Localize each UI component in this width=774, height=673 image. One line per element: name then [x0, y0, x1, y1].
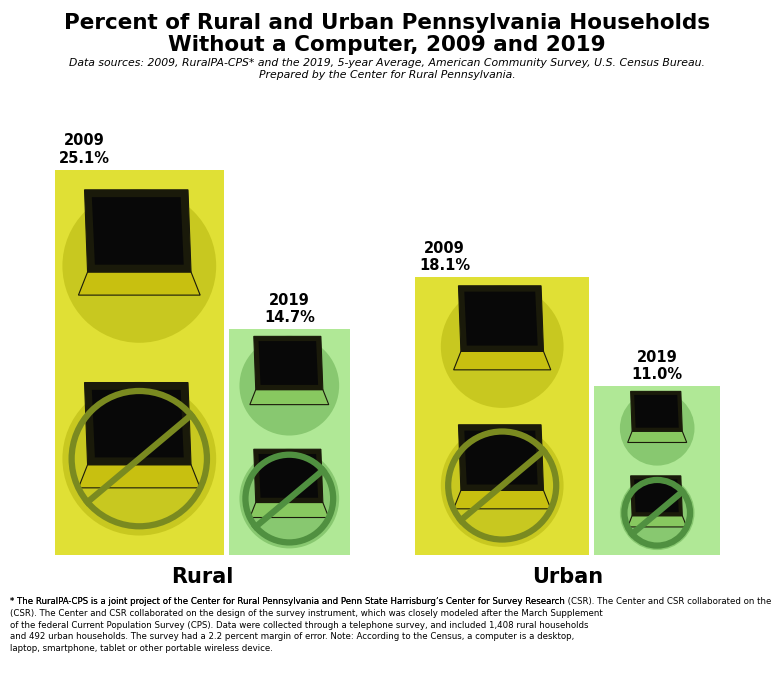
Polygon shape [464, 291, 538, 345]
Text: 2019
11.0%: 2019 11.0% [632, 350, 683, 382]
Polygon shape [634, 395, 679, 428]
Text: 2009
18.1%: 2009 18.1% [419, 241, 470, 273]
Text: Percent of Rural and Urban Pennsylvania Households: Percent of Rural and Urban Pennsylvania … [64, 13, 710, 33]
Text: 2009
25.1%: 2009 25.1% [59, 133, 110, 166]
Bar [415, 277, 589, 555]
Bar [594, 386, 720, 555]
Polygon shape [631, 392, 683, 431]
Circle shape [239, 336, 339, 435]
Polygon shape [628, 431, 687, 442]
Polygon shape [454, 351, 551, 370]
Text: Without a Computer, 2009 and 2019: Without a Computer, 2009 and 2019 [168, 35, 606, 55]
Polygon shape [84, 190, 191, 272]
Bar [228, 329, 350, 555]
Text: Data sources: 2009, RuralPA-CPS* and the 2019, 5-year Average, American Communit: Data sources: 2009, RuralPA-CPS* and the… [69, 58, 705, 79]
Polygon shape [454, 491, 551, 509]
Text: Urban: Urban [532, 567, 603, 587]
Polygon shape [250, 390, 329, 404]
Polygon shape [92, 390, 183, 458]
Polygon shape [250, 503, 329, 518]
Circle shape [441, 424, 563, 547]
Polygon shape [458, 286, 543, 351]
Circle shape [63, 382, 216, 536]
Polygon shape [631, 476, 683, 516]
Circle shape [239, 449, 339, 548]
Polygon shape [78, 272, 200, 295]
Text: 2019
14.7%: 2019 14.7% [264, 293, 315, 325]
Circle shape [620, 475, 694, 550]
Text: * The RuralPA-CPS is a joint project of the Center for Rural Pennsylvania and Pe: * The RuralPA-CPS is a joint project of … [10, 597, 774, 606]
Circle shape [441, 285, 563, 408]
Polygon shape [628, 516, 687, 527]
Polygon shape [92, 197, 183, 264]
Polygon shape [254, 336, 323, 390]
Circle shape [63, 189, 216, 343]
Polygon shape [84, 382, 191, 465]
Text: * The RuralPA-CPS is a joint project of the Center for Rural Pennsylvania and Pe: * The RuralPA-CPS is a joint project of … [10, 597, 603, 653]
Polygon shape [254, 450, 323, 503]
Polygon shape [634, 479, 679, 512]
Polygon shape [458, 425, 543, 491]
Polygon shape [464, 431, 538, 485]
Polygon shape [78, 465, 200, 488]
Polygon shape [259, 454, 318, 498]
Polygon shape [259, 341, 318, 385]
Text: Rural: Rural [171, 567, 234, 587]
Bar [55, 170, 224, 555]
Circle shape [620, 391, 694, 466]
